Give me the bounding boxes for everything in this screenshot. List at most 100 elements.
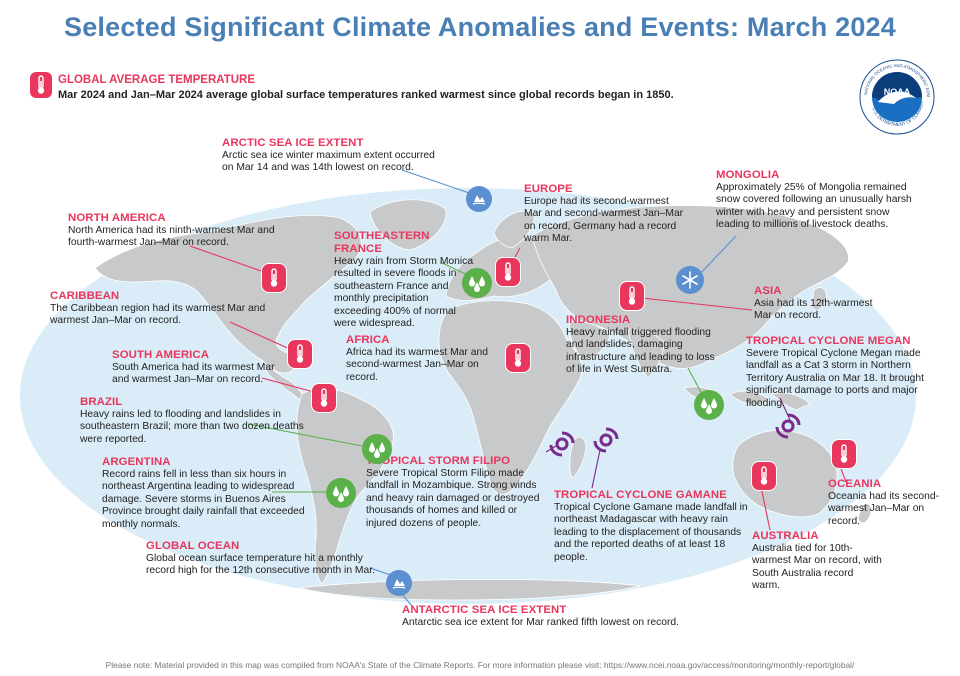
snowflake-icon xyxy=(676,266,704,294)
event-tropical-cyclone-gamane: TROPICAL CYCLONE GAMANE Tropical Cyclone… xyxy=(554,489,750,564)
event-heading: TROPICAL STORM FILIPO xyxy=(366,455,511,467)
leader-arctic xyxy=(401,169,479,197)
event-tropical-cyclone-megan: TROPICAL CYCLONE MEGAN Severe Tropical C… xyxy=(746,335,940,410)
event-text: Arctic sea ice winter maximum extent occ… xyxy=(222,150,435,174)
event-heading: OCEANIA xyxy=(828,478,882,490)
event-heading: GLOBAL OCEAN xyxy=(146,540,240,552)
raindrops-icon xyxy=(362,434,392,464)
event-asia: ASIA Asia had its 12th-warmest Mar on re… xyxy=(754,285,884,323)
event-text: Africa had its warmest Mar and second-wa… xyxy=(346,347,488,383)
leader-brazil xyxy=(247,423,363,447)
thermometer-icon xyxy=(620,282,644,310)
event-heading: AUSTRALIA xyxy=(752,530,819,542)
thermometer-icon xyxy=(262,264,286,292)
thermometer-icon xyxy=(752,462,776,490)
new-zealand-landmass xyxy=(857,503,872,524)
event-oceania: OCEANIA Oceania had its second-warmest J… xyxy=(828,478,940,528)
global-temp-text: Mar 2024 and Jan–Mar 2024 average global… xyxy=(58,89,674,101)
event-heading: SOUTHEASTERN FRANCE xyxy=(334,230,430,255)
event-heading: CARIBBEAN xyxy=(50,290,120,302)
africa-landmass xyxy=(438,300,583,495)
japan-landmass xyxy=(811,287,827,311)
event-text: Severe Tropical Cyclone Megan made landf… xyxy=(746,348,924,409)
raindrops-icon xyxy=(326,478,356,508)
madagascar-landmass xyxy=(569,436,587,479)
event-text: Global ocean surface temperature hit a m… xyxy=(146,553,375,577)
event-africa: AFRICA Africa had its warmest Mar and se… xyxy=(346,334,494,384)
page-title: Selected Significant Climate Anomalies a… xyxy=(64,12,896,42)
footnote: Please note: Material provided in this m… xyxy=(105,660,855,670)
event-antarctic-sea-ice: ANTARCTIC SEA ICE EXTENT Antarctic sea i… xyxy=(402,604,692,629)
cyclone-icon xyxy=(548,430,576,458)
antarctica-landmass xyxy=(299,579,641,601)
event-arctic-sea-ice: ARCTIC SEA ICE EXTENT Arctic sea ice win… xyxy=(222,137,442,175)
central-america-landmass xyxy=(261,359,307,401)
thermometer-icon xyxy=(506,344,530,372)
event-heading: INDONESIA xyxy=(566,314,631,326)
event-tropical-storm-filipo: TROPICAL STORM FILIPO Severe Tropical St… xyxy=(366,455,550,530)
event-southeastern-france: SOUTHEASTERN FRANCE Heavy rain from Stor… xyxy=(334,230,476,330)
event-australia: AUSTRALIA Australia tied for 10th-warmes… xyxy=(752,530,884,593)
cyclone-icon xyxy=(592,426,620,454)
north-america-landmass xyxy=(94,215,362,374)
event-argentina: ARGENTINA Record rains fell in less than… xyxy=(102,456,314,531)
event-text: Oceania had its second-warmest Jan–Mar o… xyxy=(828,491,940,527)
event-text: Heavy rains led to flooding and landslid… xyxy=(80,409,304,445)
leader-south-america xyxy=(261,377,315,393)
event-text: The Caribbean region had its warmest Mar… xyxy=(50,303,266,327)
thermometer-icon xyxy=(288,340,312,368)
global-temp-heading: GLOBAL AVERAGE TEMPERATURE xyxy=(58,74,255,86)
thermometer-icon xyxy=(312,384,336,412)
thermometer-icon xyxy=(30,72,52,98)
event-heading: EUROPE xyxy=(524,183,573,195)
india-landmass xyxy=(627,329,665,379)
event-heading: NORTH AMERICA xyxy=(68,212,166,224)
event-heading: ASIA xyxy=(754,285,782,297)
event-text: North America had its ninth-warmest Mar … xyxy=(68,225,275,249)
event-text: Asia had its 12th-warmest Mar on record. xyxy=(754,298,873,322)
event-text: Tropical Cyclone Gamane made landfall in… xyxy=(554,502,748,563)
event-heading: ARGENTINA xyxy=(102,456,171,468)
logo-wordmark: NOAA xyxy=(884,87,911,97)
event-text: Heavy rainfall triggered flooding and la… xyxy=(566,327,715,376)
sea-ice-icon xyxy=(386,570,412,596)
event-heading: AFRICA xyxy=(346,334,390,346)
event-heading: SOUTH AMERICA xyxy=(112,349,210,361)
event-text: Europe had its second-warmest Mar and se… xyxy=(524,196,684,245)
event-heading: TROPICAL CYCLONE GAMANE xyxy=(554,489,727,501)
leader-oceania xyxy=(839,465,847,483)
event-text: South America had its warmest Mar and wa… xyxy=(112,362,275,386)
event-text: Approximately 25% of Mongolia remained s… xyxy=(716,182,912,231)
event-mongolia: MONGOLIA Approximately 25% of Mongolia r… xyxy=(716,169,914,232)
event-text: Heavy rain from Storm Monica resulted in… xyxy=(334,256,474,330)
event-heading: BRAZIL xyxy=(80,396,123,408)
event-text: Australia tied for 10th-warmest Mar on r… xyxy=(752,543,882,592)
australia-landmass xyxy=(732,430,838,518)
thermometer-icon xyxy=(832,440,856,468)
event-north-america: NORTH AMERICA North America had its nint… xyxy=(68,212,278,250)
leader-gamane xyxy=(591,449,601,489)
raindrops-icon xyxy=(462,268,492,298)
event-europe: EUROPE Europe had its second-warmest Mar… xyxy=(524,183,684,246)
leader-australia xyxy=(759,481,771,531)
event-indonesia: INDONESIA Heavy rainfall triggered flood… xyxy=(566,314,726,377)
sea-ice-icon xyxy=(466,186,492,212)
cyclone-icon xyxy=(774,412,802,440)
event-caribbean: CARIBBEAN The Caribbean region had its w… xyxy=(50,290,270,328)
thermometer-icon xyxy=(496,258,520,286)
event-text: Antarctic sea ice extent for Mar ranked … xyxy=(402,617,679,628)
event-south-america: SOUTH AMERICA South America had its warm… xyxy=(112,349,282,387)
event-heading: ARCTIC SEA ICE EXTENT xyxy=(222,137,364,149)
arabia-landmass xyxy=(569,321,611,361)
leader-mongolia xyxy=(697,235,737,277)
leader-caribbean xyxy=(229,321,293,351)
event-text: Severe Tropical Storm Filipo made landfa… xyxy=(366,468,540,529)
noaa-logo: NATIONAL OCEANIC AND ATMOSPHERIC ADMINIS… xyxy=(856,54,936,136)
raindrops-icon xyxy=(694,390,724,420)
event-text: Record rains fell in less than six hours… xyxy=(102,469,305,530)
event-heading: ANTARCTIC SEA ICE EXTENT xyxy=(402,604,567,616)
leader-asia xyxy=(641,297,753,311)
greenland-landmass xyxy=(369,199,447,251)
event-heading: TROPICAL CYCLONE MEGAN xyxy=(746,335,911,347)
